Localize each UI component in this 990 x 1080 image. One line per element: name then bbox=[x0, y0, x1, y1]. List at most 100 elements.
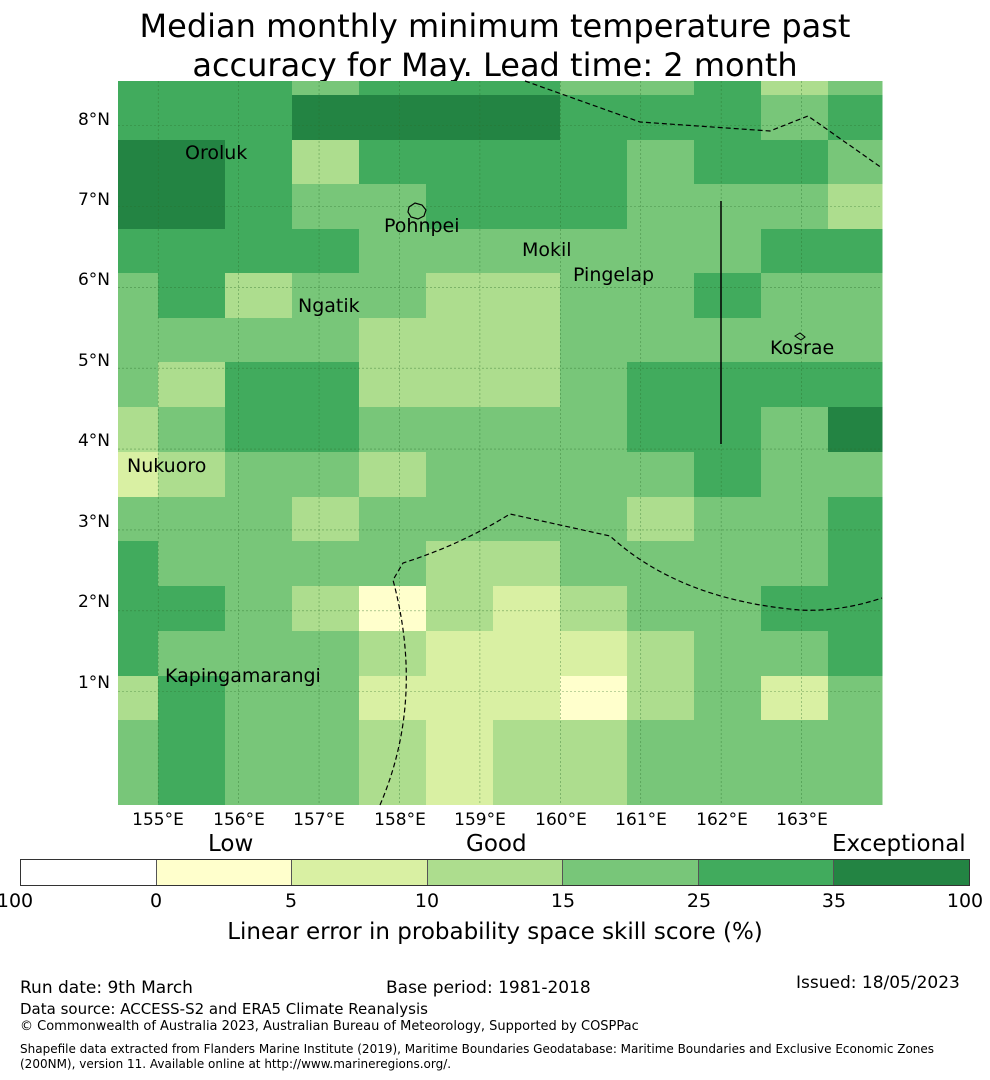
grid-cell bbox=[761, 452, 829, 498]
grid-cell bbox=[292, 586, 360, 632]
lon-label-163e: 163°E bbox=[776, 810, 828, 830]
grid-cell bbox=[292, 676, 360, 721]
grid-cell bbox=[761, 765, 829, 805]
grid-cell bbox=[761, 140, 829, 185]
grid-cell bbox=[426, 676, 494, 721]
grid-cell bbox=[627, 720, 695, 766]
grid-cell bbox=[426, 497, 494, 542]
grid-cell bbox=[828, 631, 883, 677]
grid-cell bbox=[493, 452, 561, 498]
grid-cell bbox=[627, 497, 695, 542]
grid-cell bbox=[158, 720, 226, 766]
grid-cell bbox=[493, 720, 561, 766]
grid-cell bbox=[627, 81, 695, 96]
grid-cell bbox=[560, 273, 628, 319]
grid-cell bbox=[761, 676, 829, 721]
grid-cell bbox=[158, 541, 226, 587]
grid-cell bbox=[292, 81, 360, 96]
grid-cell bbox=[560, 362, 628, 408]
colorbar-tick: -100 bbox=[0, 890, 34, 912]
place-label-ngatik: Ngatik bbox=[298, 295, 360, 317]
grid-cell bbox=[118, 720, 159, 766]
grid-cell bbox=[493, 541, 561, 587]
grid-cell bbox=[225, 631, 293, 677]
colorbar-segment-3 bbox=[292, 860, 428, 885]
grid-cell bbox=[359, 720, 427, 766]
grid-cell bbox=[560, 81, 628, 96]
lon-label-161e: 161°E bbox=[615, 810, 667, 830]
colorbar-tick: 5 bbox=[284, 890, 298, 912]
grid-cell bbox=[761, 541, 829, 587]
grid-cell bbox=[694, 720, 762, 766]
eez-boundaries bbox=[379, 80, 883, 806]
eez-boundary-north bbox=[524, 80, 883, 169]
grid-cell bbox=[292, 452, 360, 498]
grid-cell bbox=[158, 631, 226, 677]
grid-cell bbox=[828, 720, 883, 766]
map-title-line-1: Median monthly minimum temperature past bbox=[139, 7, 851, 45]
grid-cell bbox=[225, 362, 293, 408]
grid-cell bbox=[828, 318, 883, 363]
place-label-mokil: Mokil bbox=[522, 239, 572, 261]
grid-cell bbox=[627, 676, 695, 721]
grid-cell bbox=[694, 362, 762, 408]
grid-cell bbox=[694, 95, 762, 141]
grid-cell bbox=[225, 184, 293, 230]
grid-cell bbox=[292, 318, 360, 363]
grid-cell bbox=[158, 140, 226, 185]
grid-cell bbox=[225, 452, 293, 498]
grid-cell bbox=[761, 631, 829, 677]
colorbar-segment-5 bbox=[563, 860, 699, 885]
grid-cell bbox=[118, 229, 159, 274]
grid-cell bbox=[493, 81, 561, 96]
lon-label-160e: 160°E bbox=[535, 810, 587, 830]
grid-cell bbox=[158, 497, 226, 542]
skill-score-map bbox=[118, 80, 883, 806]
lon-label-156e: 156°E bbox=[213, 810, 265, 830]
grid-cell bbox=[761, 720, 829, 766]
grid-cell bbox=[118, 497, 159, 542]
grid-cell bbox=[694, 765, 762, 805]
run-date: Run date: 9th March bbox=[20, 978, 193, 998]
grid-cell bbox=[627, 95, 695, 141]
grid-cell bbox=[359, 273, 427, 319]
category-good: Good bbox=[466, 831, 527, 857]
grid-cell bbox=[761, 81, 829, 96]
grid-cell bbox=[694, 81, 762, 96]
place-label-pingelap: Pingelap bbox=[573, 264, 655, 286]
grid-cell bbox=[560, 586, 628, 632]
place-label-kapingamarangi: Kapingamarangi bbox=[165, 665, 321, 687]
grid-cell bbox=[560, 676, 628, 721]
grid-cell bbox=[761, 95, 829, 141]
lat-label-8n: 8°N bbox=[77, 110, 110, 130]
grid-cell bbox=[158, 676, 226, 721]
grid-cell bbox=[627, 586, 695, 632]
grid-cell bbox=[627, 452, 695, 498]
grid-cell bbox=[426, 541, 494, 587]
grid-cell bbox=[694, 273, 762, 319]
grid-cell bbox=[359, 676, 427, 721]
grid-cell bbox=[426, 720, 494, 766]
grid-cell bbox=[761, 184, 829, 230]
colorbar-segment-4 bbox=[427, 860, 564, 885]
grid-cell bbox=[828, 184, 883, 230]
graticule bbox=[118, 81, 882, 805]
grid-cell bbox=[118, 765, 159, 805]
grid-cell bbox=[560, 407, 628, 453]
grid-cell bbox=[627, 273, 695, 319]
grid-cell bbox=[493, 140, 561, 185]
data-source: Data source: ACCESS-S2 and ERA5 Climate … bbox=[20, 1000, 428, 1018]
grid-cell bbox=[627, 362, 695, 408]
grid-cell bbox=[560, 318, 628, 363]
grid-cell bbox=[828, 497, 883, 542]
grid-cell bbox=[694, 631, 762, 677]
grid-cell bbox=[158, 273, 226, 319]
grid-cell bbox=[560, 140, 628, 185]
category-exceptional: Exceptional bbox=[832, 831, 966, 857]
grid-cell bbox=[158, 95, 226, 141]
grid-cell bbox=[118, 140, 159, 185]
grid-cell bbox=[359, 497, 427, 542]
grid-cell bbox=[359, 229, 427, 274]
grid-cell bbox=[828, 452, 883, 498]
map-title-line-2: accuracy for May. Lead time: 2 month bbox=[192, 46, 798, 84]
